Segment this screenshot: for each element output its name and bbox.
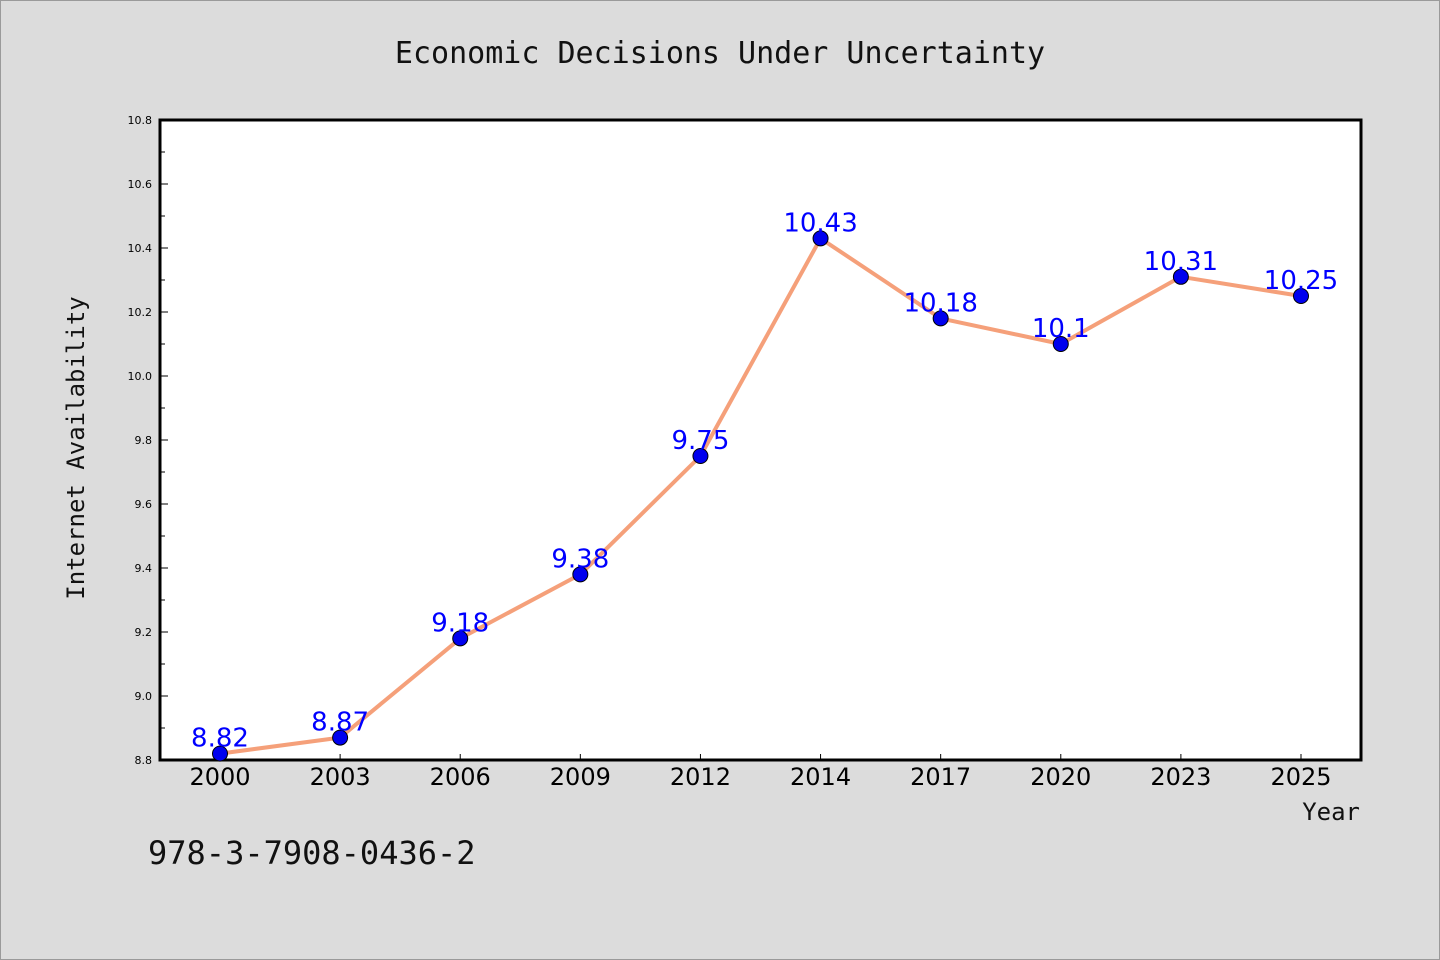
- y-axis-label: Internet Availability: [62, 296, 90, 599]
- data-point: [1052, 336, 1069, 352]
- data-label: 10.31: [1144, 247, 1218, 277]
- x-tick-label: 2025: [1270, 763, 1331, 791]
- data-point: [1172, 268, 1189, 285]
- x-axis-label: Year: [1302, 798, 1360, 826]
- x-axis: 2000 2003 2006 2009 2012 2014 2017 2020 2023 2025: [189, 754, 1332, 791]
- chart-title: Economic Decisions Under Uncertainty: [395, 36, 1045, 71]
- x-tick-label: 2006: [430, 763, 491, 791]
- y-tick-label: 10.2: [128, 306, 153, 319]
- y-tick-label: 10.4: [128, 242, 153, 255]
- x-tick-label: 2009: [550, 763, 611, 791]
- data-point: [932, 310, 949, 327]
- data-label: 8.82: [191, 724, 249, 754]
- y-tick-label: 10.6: [128, 178, 153, 191]
- y-tick-label: 10.0: [128, 370, 153, 383]
- y-tick-label: 8.8: [135, 754, 153, 767]
- x-tick-label: 2014: [790, 763, 851, 791]
- data-label: 10.25: [1264, 266, 1338, 296]
- y-tick-label: 10.8: [128, 114, 153, 127]
- data-label: 10.43: [783, 208, 857, 238]
- data-point: [212, 745, 228, 762]
- x-tick-label: 2023: [1150, 763, 1211, 791]
- series-line: [218, 236, 1303, 756]
- y-tick-label: 9.8: [135, 434, 153, 447]
- data-point: [1293, 288, 1309, 304]
- x-tick-label: 2003: [310, 763, 371, 791]
- series: 8.82 8.87 9.18 9.38 9.75 10.43 10.18 10.1 10.31 1…: [191, 208, 1338, 762]
- data-label: 8.87: [311, 708, 369, 738]
- y-tick-label: 9.0: [135, 690, 153, 703]
- isbn-text: 978-3-7908-0436-2: [148, 834, 476, 872]
- data-point: [332, 729, 349, 746]
- data-label: 9.18: [431, 608, 489, 638]
- y-tick-label: 9.4: [135, 562, 153, 575]
- data-label: 10.1: [1032, 314, 1090, 344]
- data-label: 10.18: [903, 288, 977, 318]
- x-tick-label: 2017: [910, 763, 971, 791]
- y-axis: 8.8 9.0 9.2 9.4 9.6 9.8 10.0 10.2 10.4 10.6 10.8: [128, 114, 168, 767]
- data-point: [452, 630, 469, 647]
- y-tick-label: 9.6: [135, 498, 153, 511]
- data-point: [692, 448, 709, 464]
- plot-area: [158, 118, 1363, 762]
- data-point: [572, 566, 589, 583]
- data-point: [812, 230, 829, 247]
- x-tick-label: 2020: [1030, 763, 1091, 791]
- x-tick-label: 2012: [670, 763, 731, 791]
- data-label: 9.75: [671, 426, 729, 456]
- y-tick-label: 9.2: [135, 626, 153, 639]
- x-tick-label: 2000: [189, 763, 250, 791]
- data-label: 9.38: [551, 544, 609, 574]
